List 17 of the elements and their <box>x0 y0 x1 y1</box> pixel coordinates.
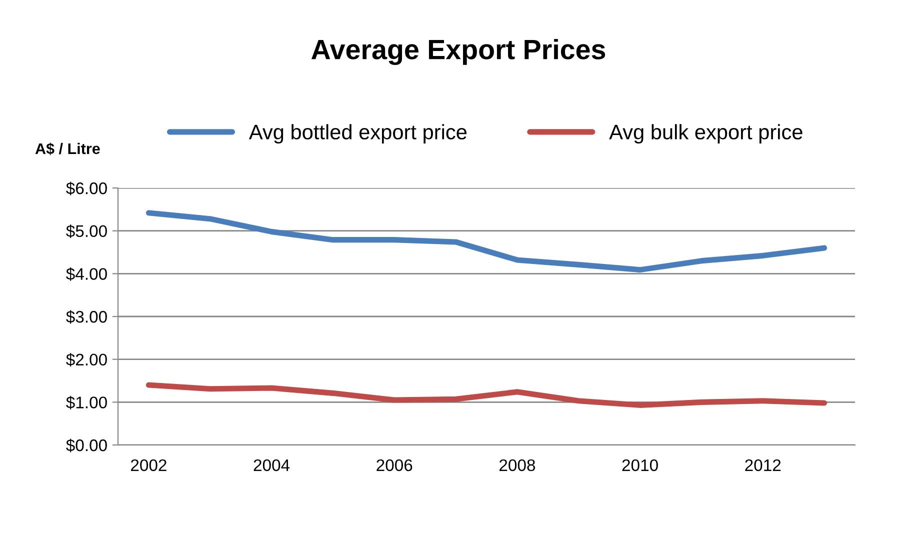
x-tick-label: 2008 <box>500 459 536 472</box>
x-tick-label: 2004 <box>254 459 290 472</box>
x-tick-label: 2002 <box>131 459 166 472</box>
y-tick-label: $1.00 <box>66 396 107 410</box>
chart-title: Average Export Prices <box>311 38 606 66</box>
y-tick-label: $5.00 <box>66 224 107 238</box>
y-axis-title: A$ / Litre <box>35 142 100 156</box>
y-tick-label: $0.00 <box>66 438 107 452</box>
x-tick-label: 2012 <box>745 459 781 472</box>
legend-label: Avg bulk export price <box>609 124 802 144</box>
x-tick-label: 2006 <box>376 459 412 472</box>
y-tick-label: $4.00 <box>66 267 107 281</box>
y-tick-label: $3.00 <box>66 310 107 324</box>
legend-label: Avg bottled export price <box>248 124 467 144</box>
x-tick-label: 2010 <box>622 459 658 472</box>
y-tick-label: $2.00 <box>66 353 107 367</box>
y-tick-label: $6.00 <box>66 182 107 196</box>
